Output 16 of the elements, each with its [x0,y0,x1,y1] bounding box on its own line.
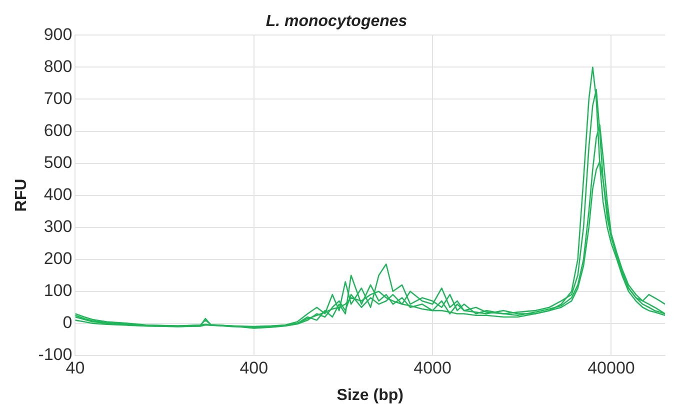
y-tick-label: 400 [44,184,72,204]
x-axis-title: Size (bp) [336,386,404,404]
y-tick-label: 800 [44,56,72,76]
y-tick-label: 500 [44,152,72,172]
y-tick-label: 900 [44,24,72,44]
y-axis-title: RFU [13,178,30,212]
y-tick-label: 300 [44,217,72,236]
x-tick-label: 400 [240,358,268,378]
y-tick-label: 200 [44,249,72,268]
chart-title: L. monocytogenes [266,13,408,30]
x-tick-label: 40000 [588,358,635,378]
y-tick-label: 100 [44,281,72,300]
y-tick-label: 700 [44,88,72,108]
x-tick-label: 4000 [414,358,452,378]
y-tick-label: 600 [44,120,72,140]
y-tick-label: 0 [62,313,72,332]
